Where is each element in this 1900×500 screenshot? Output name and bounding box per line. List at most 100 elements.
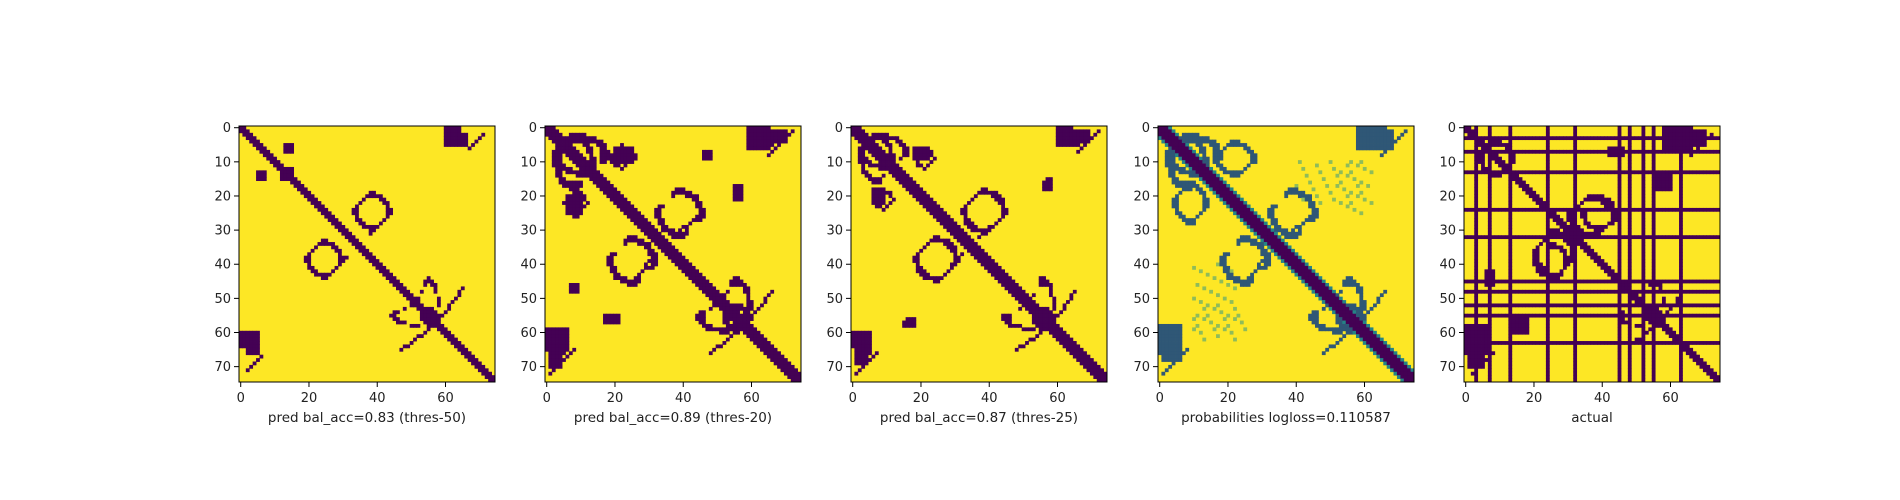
- heatmap-cell: [1158, 323, 1162, 328]
- heatmap-cell: [402, 344, 407, 349]
- heatmap-cell: [1045, 177, 1050, 182]
- heatmap-cell: [1359, 323, 1364, 328]
- heatmap-cell: [1511, 136, 1516, 141]
- heatmap-cell: [1079, 354, 1084, 359]
- heatmap-cell: [695, 313, 699, 318]
- heatmap-cell: [1641, 276, 1646, 280]
- heatmap-cell: [891, 156, 896, 161]
- heatmap-cell: [1498, 136, 1502, 141]
- heatmap-cell: [1400, 371, 1405, 376]
- heatmap-cell: [1706, 136, 1711, 141]
- heatmap-cell: [1178, 166, 1183, 171]
- heatmap-cell: [341, 255, 346, 260]
- heatmap-cell: [732, 194, 737, 199]
- heatmap-cell: [1600, 170, 1605, 175]
- heatmap-cell: [1216, 187, 1220, 192]
- heatmap-cell: [790, 368, 795, 373]
- heatmap-cell: [1634, 300, 1639, 304]
- heatmap-cell: [1641, 228, 1646, 233]
- heatmap-cell: [579, 204, 583, 209]
- heatmap-cell: [987, 265, 992, 270]
- heatmap-cell: [1181, 132, 1186, 137]
- heatmap-cell: [1239, 211, 1244, 216]
- heatmap-cell: [1501, 279, 1506, 284]
- heatmap-cell: [1641, 126, 1646, 130]
- heatmap-cell: [1260, 221, 1265, 226]
- heatmap-cell: [1631, 289, 1636, 294]
- heatmap-cell: [1621, 149, 1625, 154]
- heatmap-cell: [1287, 252, 1292, 257]
- heatmap-cell: [915, 149, 920, 154]
- heatmap-cell: [1212, 190, 1217, 195]
- heatmap-cell: [1679, 156, 1683, 161]
- heatmap-cell: [1219, 180, 1224, 185]
- heatmap-cell: [881, 187, 886, 192]
- heatmap-cell: [857, 146, 862, 151]
- heatmap-cell: [1535, 303, 1540, 308]
- heatmap-cell: [286, 177, 291, 182]
- heatmap-cell: [857, 139, 862, 144]
- heatmap-cell: [1658, 289, 1663, 294]
- heatmap-cell: [1379, 143, 1384, 147]
- heatmap-cell: [1679, 262, 1683, 267]
- heatmap-cell: [657, 214, 662, 219]
- heatmap-cell: [334, 265, 339, 270]
- heatmap-cell: [722, 320, 727, 325]
- heatmap-cell: [1362, 300, 1367, 304]
- heatmap-cell: [1597, 224, 1601, 229]
- heatmap-cell: [643, 221, 648, 226]
- heatmap-cell: [1277, 252, 1282, 257]
- heatmap-cell: [1474, 184, 1479, 188]
- heatmap-cell: [242, 334, 247, 339]
- heatmap-cell: [891, 163, 896, 168]
- heatmap-cell: [1219, 166, 1224, 171]
- heatmap-cell: [926, 156, 930, 161]
- heatmap-cell: [1545, 173, 1550, 178]
- heatmap-cell: [922, 197, 927, 202]
- heatmap-cell: [977, 252, 982, 257]
- heatmap-cell: [1291, 259, 1295, 263]
- heatmap-cell: [1355, 194, 1360, 199]
- heatmap-cell: [382, 197, 387, 202]
- heatmap-cell: [1641, 146, 1646, 151]
- heatmap-cell: [1487, 146, 1492, 151]
- heatmap-cell: [1661, 173, 1666, 178]
- heatmap-cell: [898, 143, 903, 147]
- heatmap-cell: [331, 242, 335, 246]
- heatmap-cell: [1328, 303, 1333, 308]
- heatmap-cell: [895, 170, 900, 175]
- heatmap-cell: [874, 201, 879, 205]
- heatmap-cell: [1256, 228, 1261, 233]
- heatmap-cell: [725, 327, 730, 332]
- heatmap-cell: [1038, 279, 1043, 284]
- heatmap-cell: [620, 160, 624, 164]
- heatmap-cell: [558, 170, 563, 175]
- heatmap-cell: [1171, 361, 1176, 366]
- heatmap-cell: [259, 354, 264, 359]
- heatmap-cell: [1501, 235, 1506, 240]
- heatmap-cell: [922, 166, 927, 171]
- heatmap-cell: [1287, 190, 1292, 195]
- heatmap-cell: [1171, 347, 1176, 352]
- heatmap-cell: [851, 132, 855, 137]
- heatmap-cell: [787, 364, 792, 369]
- heatmap-cell: [344, 231, 349, 236]
- heatmap-cell: [1297, 160, 1302, 164]
- heatmap-cell: [932, 276, 937, 280]
- heatmap-cell: [1076, 358, 1081, 362]
- heatmap-cell: [1188, 160, 1193, 164]
- heatmap-cell: [1383, 347, 1388, 352]
- heatmap-cell: [1342, 323, 1347, 328]
- heatmap-cell: [575, 194, 580, 199]
- heatmap-cell: [794, 378, 798, 383]
- heatmap-cell: [1498, 303, 1502, 308]
- heatmap-cell: [1474, 214, 1479, 219]
- heatmap-cell: [868, 330, 872, 335]
- heatmap-cell: [1198, 166, 1203, 171]
- heatmap-cell: [1185, 132, 1190, 137]
- heatmap-cell: [688, 221, 693, 226]
- heatmap-cell: [1504, 235, 1509, 240]
- heatmap-cell: [1246, 146, 1251, 151]
- heatmap-cell: [1366, 334, 1371, 339]
